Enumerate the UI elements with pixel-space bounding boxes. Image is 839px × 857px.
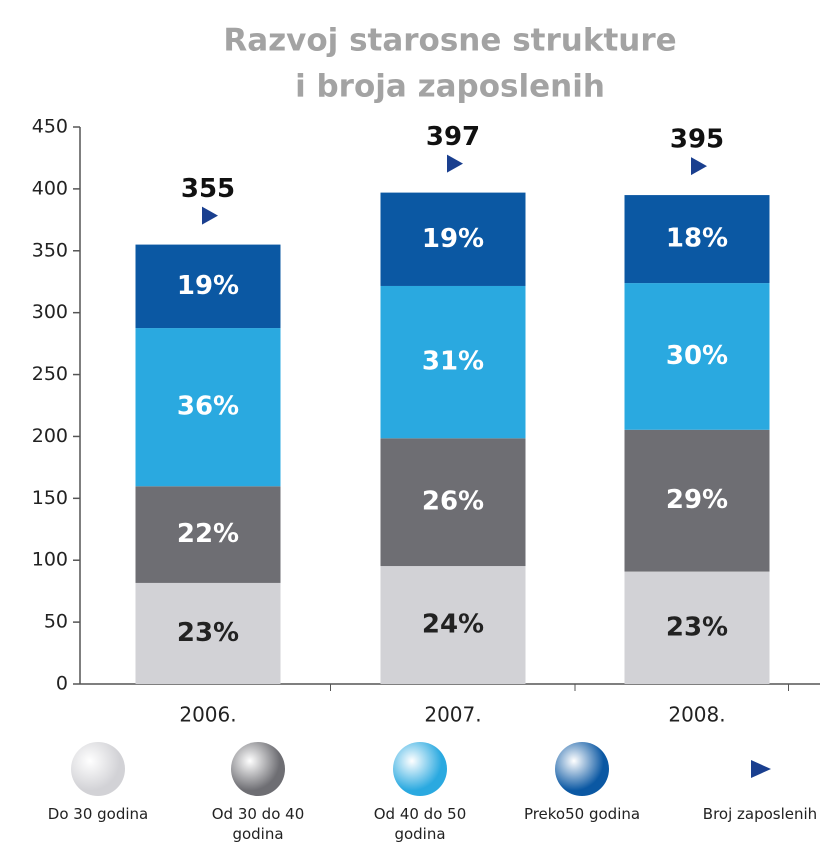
bar-segment [380,438,526,567]
segment-label: 22% [177,519,239,549]
y-tick-label: 300 [32,301,68,323]
segment-label: 29% [666,485,728,515]
y-tick-label: 100 [32,549,68,571]
legend: Do 30 godina Od 30 do 40 godina Od 40 do 5… [0,730,839,857]
legend-swatch [231,742,285,796]
legend-item: Od 40 do 50 godina [340,730,500,844]
legend-swatch [393,742,447,796]
legend-item: Broj zaposlenih [680,730,839,824]
bar-segment [135,486,281,583]
bar-segment [135,244,281,329]
segment-label: 31% [422,347,484,377]
legend-swatch [71,742,125,796]
legend-item: Do 30 godina [18,730,178,824]
bar-segment [380,192,526,286]
chart-title: Razvoj starosne strukture [223,23,676,59]
legend-label: Od 40 do 50 godina [373,805,467,843]
bar-segment [135,328,281,487]
segment-label: 26% [422,487,484,517]
legend-item: Od 30 do 40 godina [178,730,338,844]
y-tick-label: 450 [32,116,68,138]
legend-item: Preko50 godina [502,730,662,824]
segment-label: 23% [666,612,728,642]
bar-segment [624,429,770,572]
total-label: 355 [181,174,235,204]
bar-segment [135,582,281,684]
x-tick-label: 2007. [424,703,481,727]
y-tick-label: 150 [32,487,68,509]
legend-triangle [751,760,771,778]
y-tick-label: 250 [32,363,68,385]
segment-label: 36% [177,392,239,422]
total-label: 397 [426,122,480,152]
legend-swatch [555,742,609,796]
total-marker [691,157,707,176]
segment-label: 18% [666,224,728,254]
legend-label: Broj zaposlenih [702,805,818,823]
bar-segment [380,566,526,684]
y-tick-label: 0 [56,673,68,695]
y-tick-label: 50 [44,611,68,633]
legend-swatch [733,742,787,796]
total-label: 395 [670,125,724,155]
chart-title: i broja zaposlenih [295,69,605,105]
total-marker [447,154,463,173]
legend-label: Preko50 godina [523,805,641,823]
legend-label: Do 30 godina [47,805,149,823]
y-tick-label: 200 [32,425,68,447]
y-tick-label: 350 [32,239,68,261]
segment-label: 30% [666,341,728,371]
y-tick-label: 400 [32,177,68,199]
bar-segment [624,283,770,430]
segment-label: 19% [177,271,239,301]
x-tick-label: 2006. [179,703,236,727]
total-marker [202,206,218,225]
segment-label: 23% [177,618,239,648]
legend-label: Od 30 do 40 godina [211,805,305,843]
bar-segment [624,571,770,684]
x-tick-label: 2008. [668,703,725,727]
segment-label: 19% [422,224,484,254]
chart: Razvoj starosne strukture i broja zaposl… [32,23,820,727]
segment-label: 24% [422,610,484,640]
bar-segment [624,195,770,284]
bar-segment [380,285,526,439]
